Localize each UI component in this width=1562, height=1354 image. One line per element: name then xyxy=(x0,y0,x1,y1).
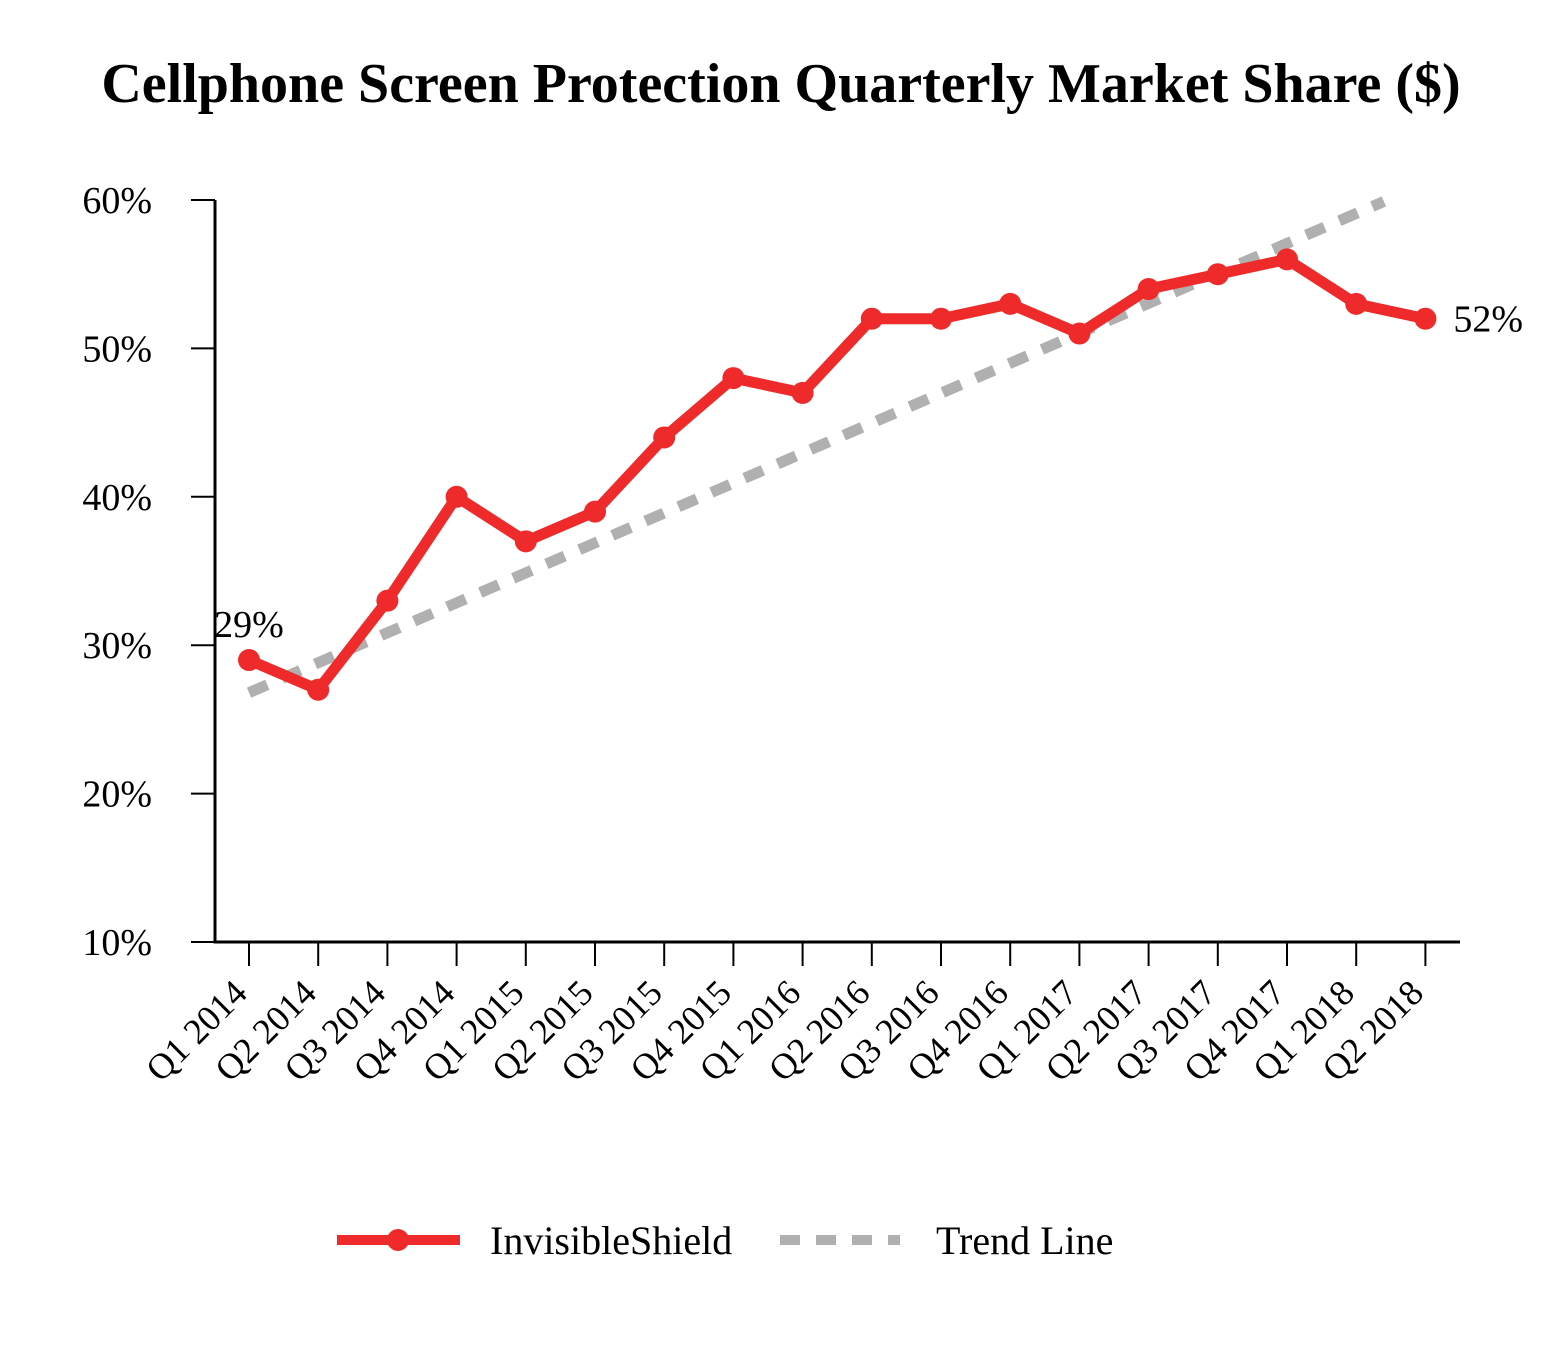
y-tick-label: 50% xyxy=(82,328,152,370)
invisibleshield-point xyxy=(445,485,468,508)
legend: InvisibleShield Trend Line xyxy=(337,1218,1113,1263)
y-tick-label: 20% xyxy=(82,774,152,816)
invisibleshield-point xyxy=(238,649,260,672)
chart-title: Cellphone Screen Protection Quarterly Ma… xyxy=(101,53,1461,115)
data-label: 29% xyxy=(214,604,284,646)
y-axis: 10% 20% 30% 40% 50% 60% xyxy=(82,180,217,964)
y-tick-label: 10% xyxy=(82,922,152,964)
trend-line-layer xyxy=(246,196,1387,698)
y-tick-label: 40% xyxy=(82,477,152,519)
legend-trend-label: Trend Line xyxy=(936,1218,1113,1263)
invisibleshield-point xyxy=(514,530,537,553)
y-tick-label: 30% xyxy=(82,625,152,667)
legend-invisibleshield-marker xyxy=(387,1229,409,1251)
invisibleshield-point xyxy=(930,307,952,330)
invisibleshield-point xyxy=(1276,248,1298,271)
data-label: 52% xyxy=(1453,299,1523,341)
invisibleshield-point xyxy=(584,500,606,523)
invisibleshield-point xyxy=(1206,263,1229,286)
invisibleshield-point xyxy=(653,426,676,449)
invisibleshield-point xyxy=(1345,292,1368,315)
series-layer xyxy=(238,248,1437,701)
invisibleshield-point xyxy=(999,292,1022,315)
invisibleshield-point xyxy=(1068,322,1091,345)
invisibleshield-point xyxy=(1414,307,1437,330)
invisibleshield-point xyxy=(791,381,814,404)
invisibleshield-line xyxy=(243,253,1431,696)
trend-line xyxy=(246,196,1387,698)
invisibleshield-point xyxy=(307,678,330,701)
invisibleshield-point xyxy=(376,589,399,612)
legend-invisibleshield-label: InvisibleShield xyxy=(490,1218,732,1263)
invisibleshield-point xyxy=(1137,278,1160,301)
annotation-layer: 29% 52% xyxy=(214,299,1523,646)
invisibleshield-point xyxy=(860,307,883,330)
y-tick-label: 60% xyxy=(82,180,152,222)
invisibleshield-point xyxy=(722,367,745,390)
